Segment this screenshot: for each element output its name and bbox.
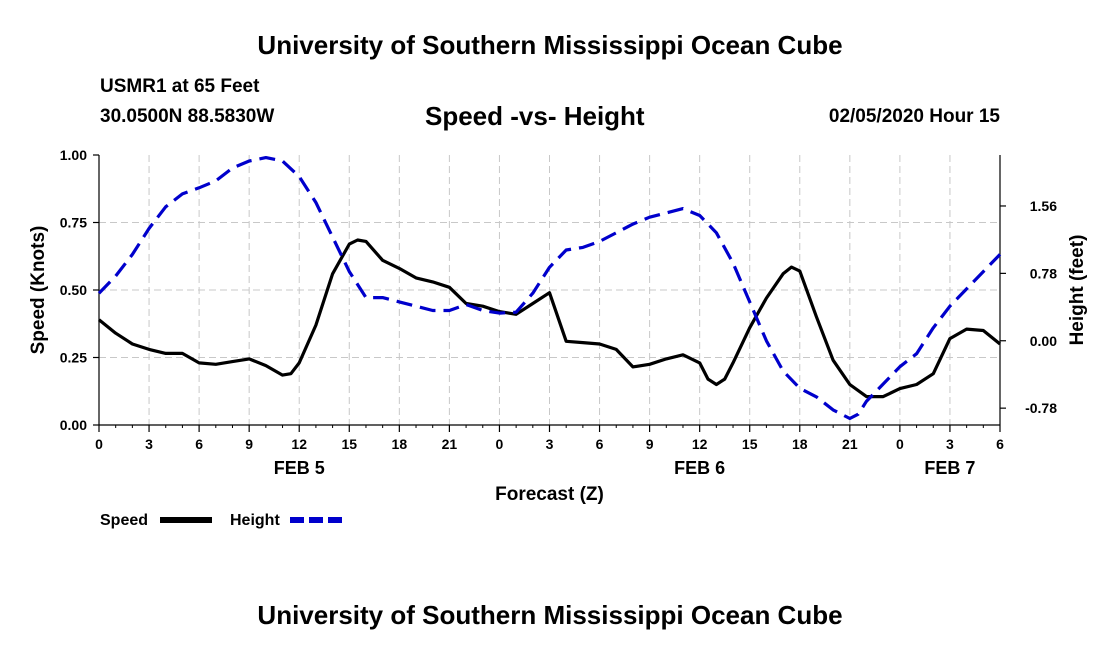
x-tick-label-0: 0 — [95, 436, 103, 452]
x-tick-label-13: 15 — [742, 436, 758, 452]
x-tick-label-17: 3 — [946, 436, 954, 452]
y-tick-label-4: 1.00 — [60, 147, 87, 163]
x-tick-label-16: 0 — [896, 436, 904, 452]
chart-title: Speed -vs- Height — [425, 101, 645, 131]
y2-tick-label-3: 1.56 — [1030, 198, 1057, 214]
y2-tick-label-2: 0.78 — [1030, 265, 1057, 281]
x-tick-label-8: 0 — [496, 436, 504, 452]
x-tick-label-14: 18 — [792, 436, 808, 452]
x-tick-label-5: 15 — [341, 436, 357, 452]
x-tick-label-10: 6 — [596, 436, 604, 452]
y-tick-label-1: 0.25 — [60, 350, 87, 366]
x-tick-label-18: 6 — [996, 436, 1004, 452]
date-label-1: FEB 6 — [674, 458, 725, 478]
x-tick-label-4: 12 — [291, 436, 307, 452]
x-tick-label-15: 21 — [842, 436, 858, 452]
x-tick-label-9: 3 — [546, 436, 554, 452]
y-axis-title: Speed (Knots) — [28, 226, 49, 355]
date-label-2: FEB 7 — [924, 458, 975, 478]
x-tick-label-11: 9 — [646, 436, 654, 452]
coordinates-label: 30.0500N 88.5830W — [100, 106, 275, 127]
y-tick-label-3: 0.75 — [60, 215, 87, 231]
x-tick-label-6: 18 — [392, 436, 408, 452]
legend-label-height: Height — [230, 512, 280, 529]
x-axis-title: Forecast (Z) — [495, 484, 604, 505]
datetime-label: 02/05/2020 Hour 15 — [828, 106, 1000, 127]
y2-tick-label-1: 0.00 — [1030, 333, 1057, 349]
x-tick-label-2: 6 — [195, 436, 203, 452]
y-tick-label-0: 0.00 — [60, 417, 87, 433]
y-tick-label-2: 0.50 — [60, 282, 87, 298]
x-tick-label-7: 21 — [442, 436, 458, 452]
x-tick-label-12: 12 — [692, 436, 708, 452]
bottom-title: University of Southern Mississippi Ocean… — [257, 600, 843, 630]
legend-label-speed: Speed — [100, 512, 148, 529]
series-speed-line — [97, 238, 1002, 399]
date-label-0: FEB 5 — [274, 458, 325, 478]
series-height-line — [97, 156, 1002, 421]
x-tick-label-1: 3 — [145, 436, 153, 452]
y2-tick-label-0: -0.78 — [1025, 400, 1057, 416]
x-tick-label-3: 9 — [245, 436, 253, 452]
station-label: USMR1 at 65 Feet — [100, 76, 260, 97]
y2-axis-title: Height (feet) — [1067, 235, 1088, 346]
top-title: University of Southern Mississippi Ocean… — [257, 30, 843, 60]
